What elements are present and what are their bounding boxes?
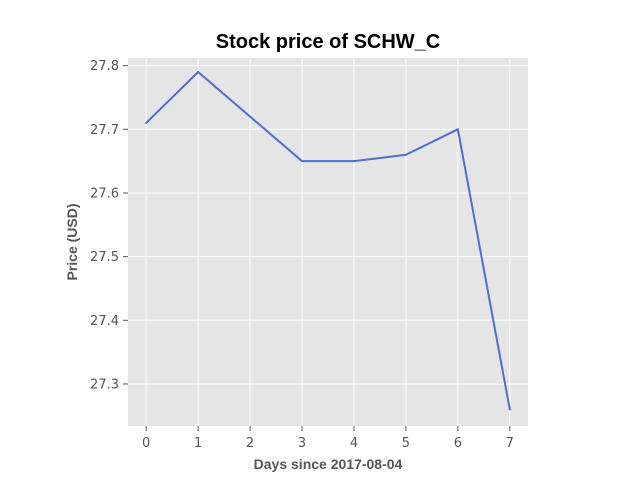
y-ticks: 27.3 27.4 27.5 27.6 27.7 27.8	[90, 59, 128, 392]
data-point	[301, 160, 304, 163]
data-point	[404, 153, 407, 156]
y-tick-label: 27.3	[90, 377, 119, 392]
y-axis-label: Price (USD)	[64, 203, 80, 280]
data-point	[249, 115, 252, 118]
series-group	[145, 71, 511, 411]
x-tick-label: 3	[298, 436, 306, 451]
y-tick-label: 27.4	[90, 314, 119, 329]
gridlines	[128, 58, 528, 426]
x-tick-label: 7	[506, 436, 514, 451]
x-tick-label: 4	[350, 436, 358, 451]
y-tick-label: 27.5	[90, 250, 119, 265]
data-point	[352, 160, 355, 163]
x-ticks: 0 1 2 3 4 5 6 7	[142, 426, 514, 451]
data-point	[145, 121, 148, 124]
data-point	[456, 128, 459, 131]
data-point	[197, 71, 200, 74]
data-point	[508, 408, 511, 411]
series-line	[145, 71, 511, 410]
x-tick-label: 2	[246, 436, 254, 451]
chart-title: Stock price of SCHW_C	[216, 31, 440, 53]
x-tick-label: 5	[402, 436, 410, 451]
y-tick-label: 27.8	[90, 59, 119, 74]
y-tick-label: 27.7	[90, 123, 119, 138]
x-tick-label: 6	[454, 436, 462, 451]
y-tick-label: 27.6	[90, 186, 119, 201]
x-tick-label: 0	[142, 436, 150, 451]
plot-area	[128, 58, 528, 426]
x-tick-label: 1	[194, 436, 202, 451]
x-axis-label: Days since 2017-08-04	[254, 456, 403, 472]
